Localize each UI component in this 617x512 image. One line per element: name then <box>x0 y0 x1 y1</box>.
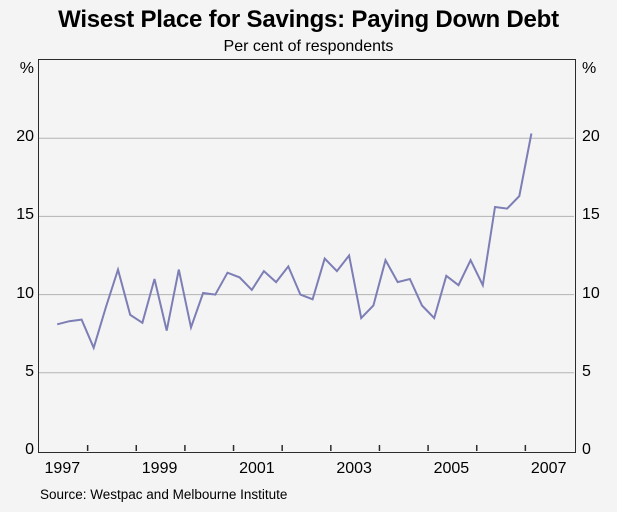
x-axis-label: 2005 <box>433 460 470 477</box>
y-axis-label-left: 10 <box>16 284 34 302</box>
x-axis-label: 2003 <box>336 460 372 477</box>
y-axis-label-right: 15 <box>582 206 600 224</box>
y-axis-label-right: 5 <box>582 362 591 380</box>
chart-source: Source: Westpac and Melbourne Institute <box>40 487 288 502</box>
line-chart-canvas <box>39 133 574 451</box>
y-axis-label-left: 20 <box>16 128 34 146</box>
x-axis-label: 2007 <box>530 460 567 477</box>
data-line <box>56 133 533 351</box>
plot-area <box>38 59 576 453</box>
y-axis-label-left: 0 <box>25 441 34 458</box>
y-axis-label-left: 15 <box>16 206 34 224</box>
y-axis-unit-right: % <box>582 60 597 77</box>
chart-subtitle: Per cent of respondents <box>223 38 394 55</box>
y-axis-label-right: 10 <box>582 284 600 302</box>
y-axis-unit-left: % <box>19 60 34 77</box>
x-axis-label: 1999 <box>141 460 178 477</box>
x-axis-label: 2001 <box>239 460 275 477</box>
y-axis-label-right: 0 <box>582 441 591 458</box>
x-axis-label: 1997 <box>44 460 81 477</box>
y-axis-label-right: 20 <box>582 128 600 146</box>
y-axis-label-left: 5 <box>25 362 34 380</box>
chart-title: Wisest Place for Savings: Paying Down De… <box>58 6 559 33</box>
